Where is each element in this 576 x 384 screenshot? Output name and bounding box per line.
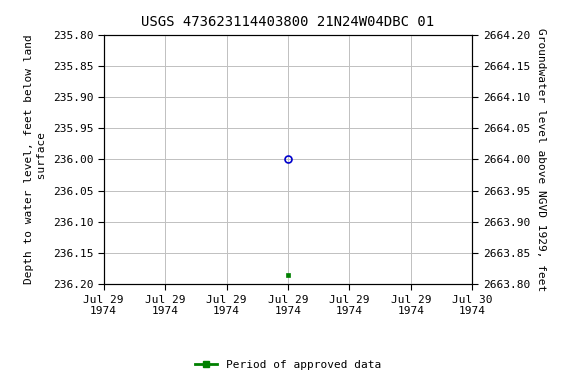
Legend: Period of approved data: Period of approved data [191, 356, 385, 375]
Y-axis label: Groundwater level above NGVD 1929, feet: Groundwater level above NGVD 1929, feet [536, 28, 545, 291]
Title: USGS 473623114403800 21N24W04DBC 01: USGS 473623114403800 21N24W04DBC 01 [142, 15, 434, 29]
Y-axis label: Depth to water level, feet below land
 surface: Depth to water level, feet below land su… [24, 35, 47, 284]
